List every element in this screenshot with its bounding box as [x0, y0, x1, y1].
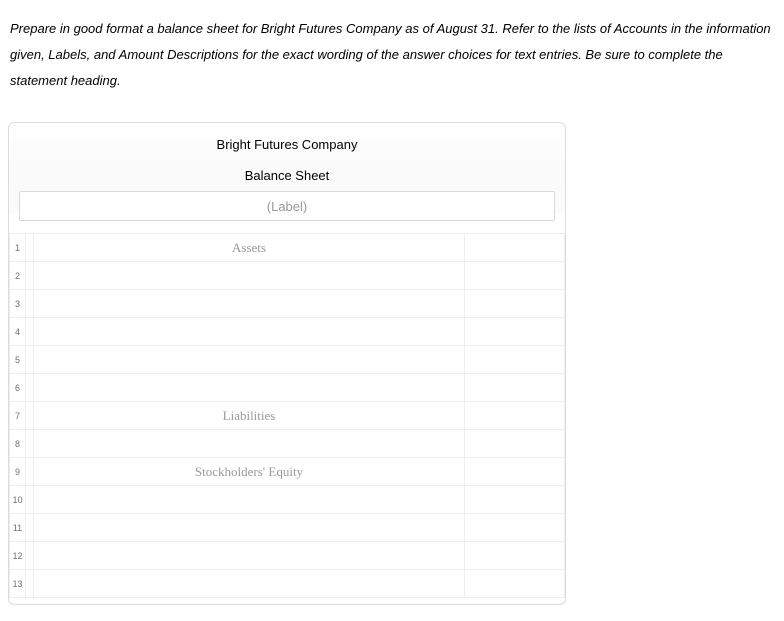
amount-cell[interactable]	[465, 234, 565, 262]
row-number: 8	[10, 430, 26, 458]
description-cell[interactable]: Stockholders' Equity	[34, 458, 465, 486]
company-name: Bright Futures Company	[9, 137, 565, 152]
description-cell[interactable]	[34, 374, 465, 402]
amount-cell[interactable]	[465, 402, 565, 430]
table-row: 8	[10, 430, 565, 458]
amount-cell[interactable]	[465, 430, 565, 458]
heading-label-input[interactable]	[19, 191, 555, 221]
row-spacer	[26, 262, 34, 290]
balance-sheet-tbody: 1 Assets 234567 Liabilities 89 Stockholders' …	[10, 234, 565, 598]
row-number: 12	[10, 542, 26, 570]
description-cell[interactable]: Liabilities	[34, 402, 465, 430]
table-row: 11	[10, 514, 565, 542]
table-row: 9 Stockholders' Equity	[10, 458, 565, 486]
row-spacer	[26, 514, 34, 542]
row-number: 10	[10, 486, 26, 514]
row-spacer	[26, 542, 34, 570]
sheet-header: Bright Futures Company Balance Sheet	[9, 123, 565, 233]
row-number: 5	[10, 346, 26, 374]
row-number: 13	[10, 570, 26, 598]
row-number: 1	[10, 234, 26, 262]
amount-cell[interactable]	[465, 458, 565, 486]
row-spacer	[26, 374, 34, 402]
instructions-text: Prepare in good format a balance sheet f…	[8, 16, 776, 94]
table-row: 2	[10, 262, 565, 290]
description-cell[interactable]	[34, 542, 465, 570]
description-cell[interactable]	[34, 346, 465, 374]
sheet-title: Balance Sheet	[9, 168, 565, 183]
row-number: 3	[10, 290, 26, 318]
row-number: 7	[10, 402, 26, 430]
amount-cell[interactable]	[465, 570, 565, 598]
amount-cell[interactable]	[465, 514, 565, 542]
table-row: 12	[10, 542, 565, 570]
row-spacer	[26, 346, 34, 374]
row-number: 9	[10, 458, 26, 486]
row-number: 4	[10, 318, 26, 346]
amount-cell[interactable]	[465, 346, 565, 374]
description-cell[interactable]	[34, 514, 465, 542]
table-row: 1 Assets	[10, 234, 565, 262]
balance-sheet-container: Bright Futures Company Balance Sheet 1 As…	[8, 122, 566, 605]
table-row: 3	[10, 290, 565, 318]
description-cell[interactable]: Assets	[34, 234, 465, 262]
table-row: 4	[10, 318, 565, 346]
table-row: 13	[10, 570, 565, 598]
table-row: 6	[10, 374, 565, 402]
row-number: 11	[10, 514, 26, 542]
description-cell[interactable]	[34, 262, 465, 290]
table-row: 7 Liabilities	[10, 402, 565, 430]
row-spacer	[26, 570, 34, 598]
amount-cell[interactable]	[465, 374, 565, 402]
amount-cell[interactable]	[465, 542, 565, 570]
row-spacer	[26, 234, 34, 262]
row-number: 6	[10, 374, 26, 402]
row-spacer	[26, 430, 34, 458]
balance-sheet-table: 1 Assets 234567 Liabilities 89 Stockholders' …	[9, 233, 565, 598]
row-spacer	[26, 290, 34, 318]
description-cell[interactable]	[34, 570, 465, 598]
description-cell[interactable]	[34, 430, 465, 458]
amount-cell[interactable]	[465, 290, 565, 318]
description-cell[interactable]	[34, 486, 465, 514]
row-spacer	[26, 402, 34, 430]
description-cell[interactable]	[34, 318, 465, 346]
row-spacer	[26, 318, 34, 346]
label-input-wrap	[9, 191, 565, 225]
row-number: 2	[10, 262, 26, 290]
amount-cell[interactable]	[465, 318, 565, 346]
table-row: 5	[10, 346, 565, 374]
amount-cell[interactable]	[465, 262, 565, 290]
row-spacer	[26, 486, 34, 514]
table-row: 10	[10, 486, 565, 514]
row-spacer	[26, 458, 34, 486]
description-cell[interactable]	[34, 290, 465, 318]
amount-cell[interactable]	[465, 486, 565, 514]
